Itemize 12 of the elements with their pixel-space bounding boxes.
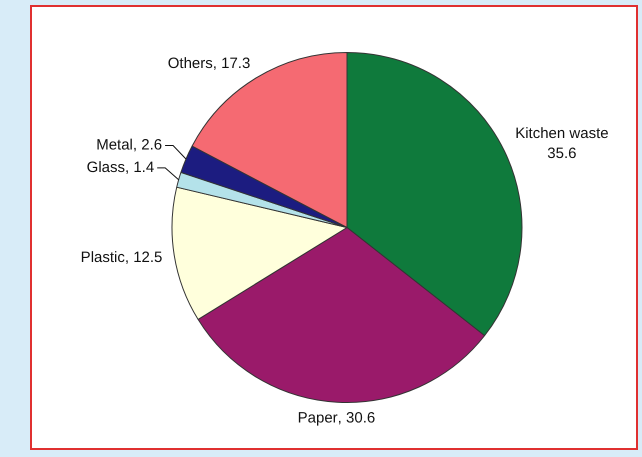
slice-label: Metal	[96, 136, 133, 154]
data-label: , 2.6	[132, 136, 162, 154]
data-label: , 30.6	[338, 409, 376, 426]
slice-label: Kitchen waste	[515, 125, 609, 142]
data-label: , 1.4	[124, 159, 154, 176]
slice-label: Paper	[298, 409, 338, 426]
data-label: 35.6	[547, 145, 576, 162]
slice-label: Others	[168, 55, 213, 72]
slice-label: Plastic	[80, 249, 126, 266]
data-label: , 12.5	[124, 249, 162, 266]
data-label: , 17.3	[212, 55, 250, 72]
slice-label: Glass	[86, 159, 125, 176]
